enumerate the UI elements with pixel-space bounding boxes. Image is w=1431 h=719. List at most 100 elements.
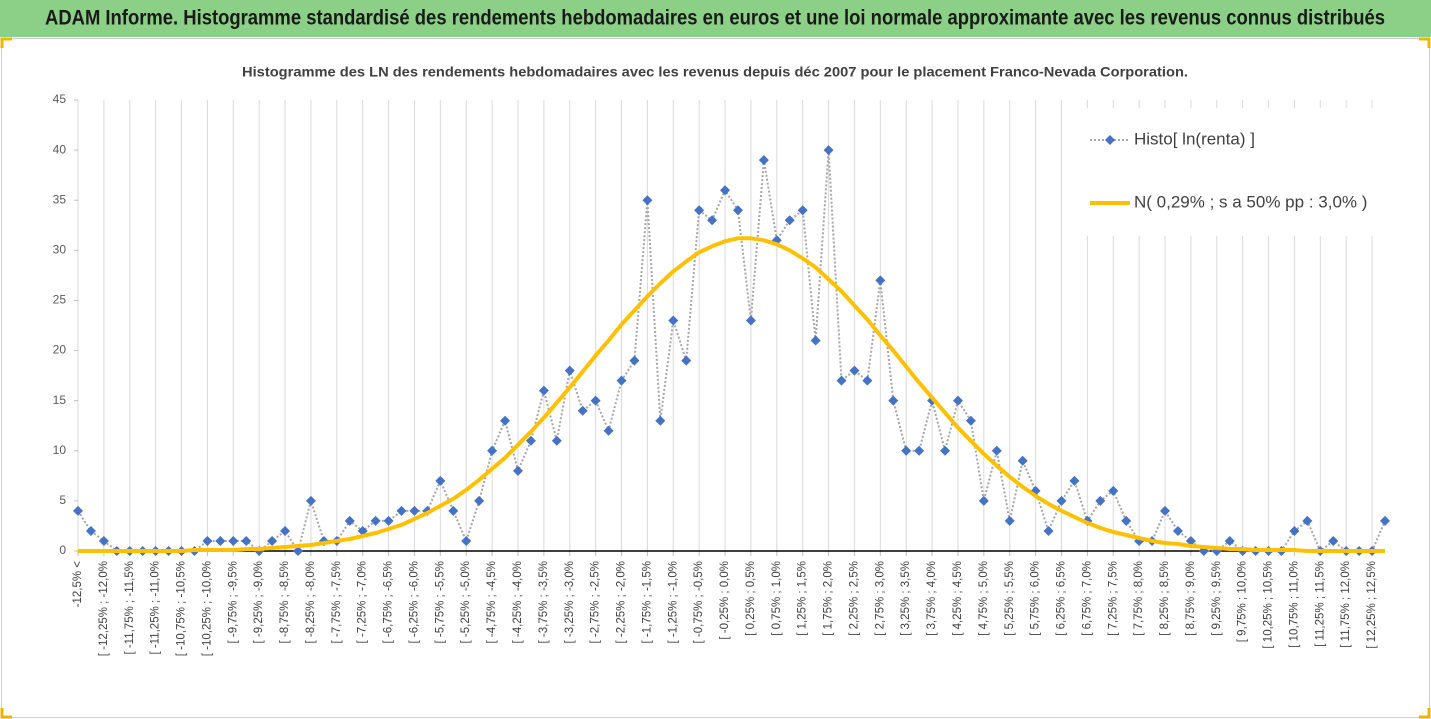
data-point	[73, 505, 83, 516]
x-tick-label: [ -10,25% ; -10,0%	[201, 561, 213, 656]
data-point	[940, 445, 951, 456]
x-tick-label: [ 8,75% ; 9,0%	[1185, 561, 1197, 636]
data-point	[1160, 505, 1171, 516]
data-point	[914, 445, 925, 456]
y-tick-label: 0	[59, 543, 66, 557]
data-point	[707, 215, 718, 226]
x-tick-label: -12,5% <	[72, 561, 84, 608]
x-tick-label: [ -4,25% ; -4,0%	[512, 561, 524, 643]
data-point	[1043, 525, 1054, 536]
x-tick-label: [ 2,75% ; 3,0%	[874, 561, 886, 636]
x-tick-label: [ -1,75% ; -1,5%	[641, 561, 653, 643]
data-point	[1289, 525, 1300, 536]
data-point	[538, 385, 549, 396]
x-tick-label: [ 1,75% ; 2,0%	[823, 561, 835, 636]
y-tick-label: 20	[53, 343, 67, 357]
data-point	[901, 445, 912, 456]
data-point	[1095, 495, 1106, 506]
x-tick-label: [ 3,75% ; 4,0%	[926, 561, 938, 636]
x-tick-label: [ -6,75% ; -6,5%	[383, 561, 395, 643]
data-point	[888, 395, 899, 406]
data-point	[655, 415, 666, 426]
title-bar	[0, 0, 1431, 37]
x-tick-label: [ -7,25% ; -7,0%	[357, 561, 369, 643]
data-point	[642, 195, 653, 206]
data-point	[823, 145, 834, 156]
x-tick-label: [ -10,75% ; -10,5%	[176, 561, 188, 656]
data-point	[758, 155, 769, 166]
x-tick-label: [ 6,75% ; 7,0%	[1081, 561, 1093, 636]
x-tick-label: [ -9,25% ; -9,0%	[253, 561, 265, 643]
x-tick-label: [ -3,75% ; -3,5%	[538, 561, 550, 643]
data-point	[862, 375, 873, 386]
data-point	[409, 505, 420, 516]
y-tick-label: 45	[53, 92, 67, 106]
x-tick-label: [ 10,75% ; 11,0%	[1288, 561, 1300, 648]
data-point	[448, 505, 459, 516]
x-tick-label: [ -12,25% ; -12,0%	[98, 561, 110, 656]
x-tick-label: [ -5,75% ; -5,5%	[434, 561, 446, 643]
data-point	[745, 315, 756, 326]
data-point	[1108, 485, 1119, 496]
data-point	[241, 535, 252, 546]
data-point	[396, 505, 407, 516]
y-tick-label: 10	[53, 443, 67, 457]
x-tick-label: [ 1,25% ; 1,5%	[797, 561, 809, 636]
legend-label: N( 0,29% ; s a 50% pp : 3,0% )	[1134, 192, 1367, 211]
data-point	[681, 355, 692, 366]
data-point	[1302, 515, 1313, 526]
x-tick-label: [ -11,75% ; -11,5%	[124, 561, 136, 655]
data-point	[280, 525, 291, 536]
data-point	[1121, 515, 1132, 526]
data-point	[1017, 455, 1028, 466]
data-point	[1380, 515, 1390, 526]
data-point	[267, 535, 278, 546]
data-point	[991, 445, 1002, 456]
data-point	[1056, 495, 1067, 506]
x-tick-label: [ -0,25% ; 0,0%	[719, 561, 731, 640]
data-point	[720, 185, 731, 196]
x-tick-label: [ 5,75% ; 6,0%	[1030, 561, 1042, 636]
data-point	[98, 535, 109, 546]
data-point	[1069, 475, 1080, 486]
data-point	[228, 535, 239, 546]
x-tick-label: [ 7,75% ; 8,0%	[1133, 561, 1145, 636]
data-point	[577, 405, 588, 416]
x-tick-label: [ -2,75% ; -2,5%	[590, 561, 602, 643]
x-tick-label: [ -2,25% ; -2,0%	[616, 561, 628, 643]
y-tick-label: 25	[53, 293, 67, 307]
x-tick-label: [ 10,25% ; 10,5%	[1263, 561, 1275, 649]
data-point	[1224, 535, 1235, 546]
x-tick-label: [ 8,25% ; 8,5%	[1159, 561, 1171, 636]
x-tick-label: [ -11,25% ; -11,0%	[150, 561, 162, 655]
data-point	[435, 475, 446, 486]
data-point	[875, 275, 886, 286]
data-point	[797, 205, 808, 216]
x-tick-label: [ -0,75% ; -0,5%	[693, 561, 705, 643]
x-tick-label: [ 6,25% ; 6,5%	[1056, 561, 1068, 636]
data-point	[215, 535, 226, 546]
y-tick-label: 40	[53, 142, 67, 156]
legend-symbol-marker	[1105, 135, 1115, 145]
data-point	[694, 205, 705, 216]
chart-subtitle: Histogramme des LN des rendements hebdom…	[242, 64, 1188, 80]
data-point	[305, 495, 316, 506]
x-tick-label: [ 5,25% ; 5,5%	[1004, 561, 1016, 636]
y-tick-label: 30	[53, 243, 67, 257]
x-tick-label: [ -1,25% ; -1,0%	[667, 561, 679, 643]
x-tick-label: [ -5,25% ; -5,0%	[460, 561, 472, 643]
data-point	[202, 535, 213, 546]
frame-corners	[0, 37, 1431, 719]
data-point	[668, 315, 679, 326]
x-tick-label: [ 3,25% ; 3,5%	[900, 561, 912, 636]
data-point	[1172, 525, 1183, 536]
data-point	[512, 465, 523, 476]
x-tick-label: [ 0,25% ; 0,5%	[745, 561, 757, 636]
x-tick-label: [ 2,25% ; 2,5%	[848, 561, 860, 636]
legend-box	[1068, 108, 1386, 236]
data-point	[590, 395, 601, 406]
x-tick-label: [ 11,25% ; 11,5%	[1314, 561, 1326, 647]
chart-title: ADAM Informe. Histogramme standardisé de…	[45, 7, 1385, 30]
x-tick-label: [ 4,75% ; 5,0%	[978, 561, 990, 636]
